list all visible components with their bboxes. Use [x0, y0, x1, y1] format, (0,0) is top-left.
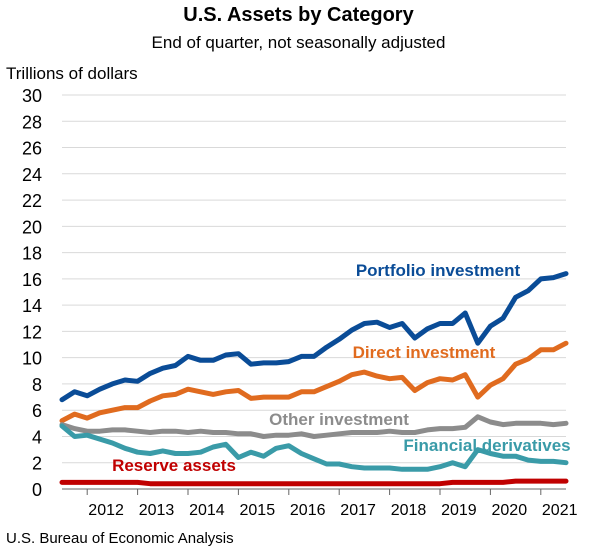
series-label: Financial derivatives	[403, 436, 570, 455]
y-axis-label: Trillions of dollars	[6, 64, 138, 83]
x-tick-label: 2021	[542, 502, 578, 519]
series-label: Reserve assets	[112, 456, 236, 475]
y-tick-label: 10	[22, 349, 42, 369]
series-label: Other investment	[269, 410, 409, 429]
series-line	[59, 271, 569, 403]
series-line	[59, 340, 569, 424]
x-tick-label: 2013	[139, 502, 175, 519]
x-tick-label: 2014	[189, 502, 225, 519]
x-tick-label: 2019	[441, 502, 477, 519]
x-tick-label: 2012	[88, 502, 124, 519]
chart-subtitle: End of quarter, not seasonally adjusted	[151, 33, 446, 52]
series-line	[59, 414, 569, 439]
x-tick-label: 2015	[240, 502, 276, 519]
source-note: U.S. Bureau of Economic Analysis	[6, 530, 234, 547]
series-label: Portfolio investment	[356, 261, 521, 280]
x-tick-label: 2018	[391, 502, 427, 519]
y-tick-label: 16	[22, 270, 42, 290]
y-tick-label: 30	[22, 86, 42, 106]
y-tick-label: 18	[22, 244, 42, 264]
y-tick-label: 28	[22, 112, 42, 132]
x-tick-label: 2020	[492, 502, 528, 519]
y-tick-label: 4	[32, 427, 42, 447]
y-tick-label: 6	[32, 401, 42, 421]
x-tick-label: 2016	[290, 502, 326, 519]
y-tick-label: 12	[22, 322, 42, 342]
y-tick-label: 8	[32, 375, 42, 395]
y-tick-label: 2	[32, 454, 42, 474]
y-tick-label: 24	[22, 165, 42, 185]
y-tick-label: 0	[32, 480, 42, 500]
y-tick-label: 14	[22, 296, 42, 316]
series-line	[59, 423, 569, 472]
series-line	[59, 478, 569, 487]
y-tick-label: 26	[22, 139, 42, 159]
y-tick-label: 20	[22, 217, 42, 237]
series-label: Direct investment	[353, 343, 496, 362]
x-tick-label: 2017	[340, 502, 376, 519]
y-tick-label: 22	[22, 191, 42, 211]
chart-title: U.S. Assets by Category	[183, 4, 414, 26]
